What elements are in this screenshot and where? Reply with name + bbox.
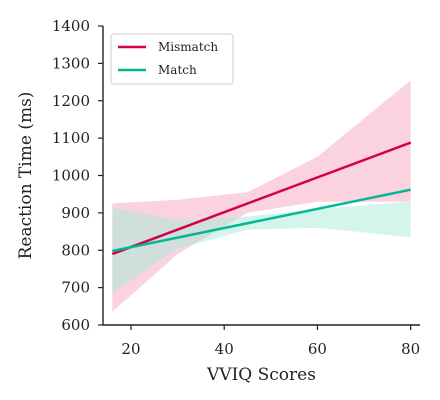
x-tick-label: 20 — [121, 340, 140, 358]
legend: Mismatch Match — [110, 33, 234, 85]
y-tick-label: 1400 — [52, 17, 90, 35]
y-tick-label: 1000 — [52, 167, 90, 185]
y-tick-label: 1300 — [52, 54, 90, 72]
x-axis-title: VVIQ Scores — [206, 365, 316, 385]
confidence-bands — [112, 80, 411, 312]
x-tick-label: 40 — [215, 340, 234, 358]
y-tick-label: 1200 — [52, 92, 90, 110]
y-tick-label: 1100 — [52, 129, 90, 147]
y-tick-label: 900 — [61, 204, 90, 222]
y-axis-ticks: 600 700 800 900 1000 1100 1200 1300 1400 — [52, 17, 103, 334]
y-tick-label: 700 — [61, 279, 90, 297]
x-tick-label: 60 — [308, 340, 327, 358]
legend-label-mismatch: Mismatch — [158, 40, 218, 54]
x-axis-ticks: 20 40 60 80 — [121, 325, 420, 358]
confidence-band-match — [112, 201, 411, 294]
y-tick-label: 600 — [61, 316, 90, 334]
x-tick-label: 80 — [401, 340, 420, 358]
y-tick-label: 800 — [61, 241, 90, 259]
confidence-band-mismatch — [112, 80, 411, 312]
legend-label-match: Match — [158, 63, 197, 77]
series-line-match — [112, 188, 411, 253]
y-axis-title: Reaction Time (ms) — [16, 92, 36, 260]
regression-lines — [111, 141, 412, 256]
series-line-mismatch — [111, 141, 412, 256]
